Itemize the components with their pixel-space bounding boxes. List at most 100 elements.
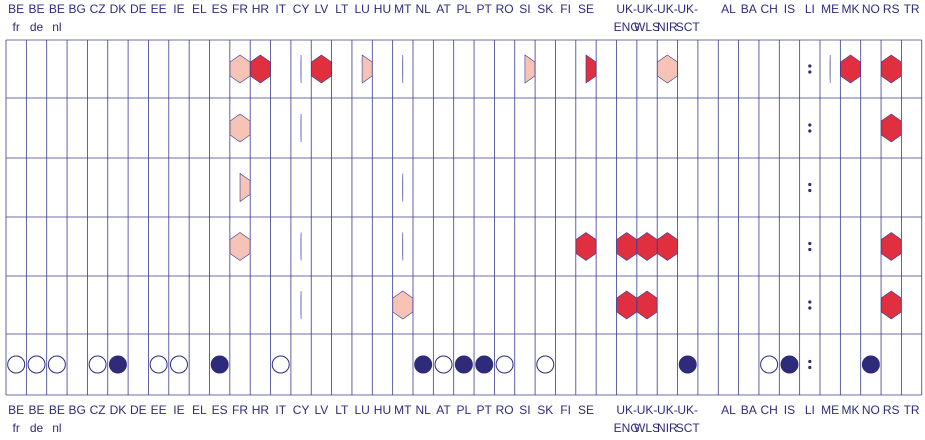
bottom-label: CZ [90, 403, 106, 417]
bottom-label: fr [13, 421, 20, 435]
dot [808, 64, 812, 68]
bottom-label: HR [252, 403, 270, 417]
bottom-label: ENG [614, 421, 640, 435]
top-label: HU [374, 2, 391, 16]
open-circle [7, 355, 26, 374]
dot [808, 182, 812, 187]
top-label: UK- [637, 2, 658, 16]
hexagon [657, 232, 678, 261]
bottom-label: NIR [657, 421, 678, 435]
bottom-label: MK [842, 403, 860, 417]
top-label: UK- [616, 2, 637, 16]
bottom-label: BE [8, 403, 24, 417]
open-circle [536, 355, 555, 374]
top-label: LU [354, 2, 369, 16]
bottom-label: AT [436, 403, 451, 417]
top-label: BG [69, 2, 86, 16]
top-label: FR [232, 2, 248, 16]
bottom-label: IE [173, 403, 184, 417]
filled-circle [108, 355, 127, 374]
bottom-label: SI [519, 403, 530, 417]
bottom-label: NO [862, 403, 880, 417]
hexagon [585, 54, 597, 84]
hexagon [392, 290, 414, 320]
top-label: ENG [614, 20, 640, 34]
bottom-label: LU [354, 403, 369, 417]
dot [808, 188, 812, 193]
top-label: BE [29, 2, 45, 16]
top-label: LT [335, 2, 349, 16]
bottom-label: UK- [657, 403, 678, 417]
top-label: IS [784, 2, 795, 16]
top-label: NL [416, 2, 432, 16]
hexagon [657, 54, 678, 84]
top-label: CH [760, 2, 777, 16]
top-label: PT [477, 2, 493, 16]
hexagon [250, 54, 271, 84]
top-label: UK- [677, 2, 698, 16]
top-label: nl [52, 20, 61, 34]
top-label: LV [315, 2, 329, 16]
open-circle [271, 355, 290, 374]
dot [808, 70, 812, 74]
filled-circle [780, 355, 799, 374]
dot [808, 300, 812, 304]
bottom-label: MT [394, 403, 412, 417]
open-circle [149, 355, 168, 374]
hexagon [636, 290, 658, 320]
top-label: IT [275, 2, 286, 16]
top-label: BE [49, 2, 65, 16]
dot [808, 247, 812, 252]
bottom-label: SK [537, 403, 553, 417]
bottom-label: BA [741, 403, 757, 417]
top-label: LI [805, 2, 815, 16]
bottom-label: SE [578, 403, 594, 417]
top-label: EE [151, 2, 167, 16]
bottom-label: ES [212, 403, 228, 417]
filled-circle [861, 355, 880, 374]
bottom-label: SCT [676, 421, 701, 435]
hexagon [229, 113, 251, 143]
top-label: fr [13, 20, 20, 34]
bottom-label: PL [457, 403, 472, 417]
top-label: AT [436, 2, 451, 16]
top-label: MT [394, 2, 412, 16]
dot [808, 123, 812, 127]
bottom-label: NL [416, 403, 432, 417]
bottom-label: BE [29, 403, 45, 417]
top-label: DK [110, 2, 127, 16]
hexagon [880, 113, 902, 143]
open-circle [27, 355, 46, 374]
bottom-label: BE [49, 403, 65, 417]
bottom-label: UK- [616, 403, 637, 417]
bottom-label: CY [293, 403, 310, 417]
bottom-label: EE [151, 403, 167, 417]
filled-circle [414, 355, 433, 374]
bottom-label: DE [130, 403, 147, 417]
dot [808, 359, 812, 364]
hexagon [616, 290, 637, 320]
top-label: CZ [90, 2, 106, 16]
dot [808, 129, 812, 133]
bottom-label: HU [374, 403, 391, 417]
top-label: de [30, 20, 44, 34]
top-label: SE [578, 2, 594, 16]
bottom-label: de [30, 421, 44, 435]
bottom-label: UK- [637, 403, 658, 417]
open-circle [434, 355, 453, 374]
filled-circle [678, 355, 697, 374]
hexagon [880, 54, 902, 84]
bottom-label: CH [760, 403, 777, 417]
open-circle [88, 355, 107, 374]
bottom-label: LV [315, 403, 329, 417]
top-label: WLS [634, 20, 660, 34]
top-label: ME [821, 2, 839, 16]
bottom-label: IT [275, 403, 286, 417]
bottom-label: AL [721, 403, 736, 417]
top-label: SCT [676, 20, 701, 34]
filled-circle [454, 355, 473, 374]
bottom-label: TR [904, 403, 920, 417]
bottom-label: IS [784, 403, 795, 417]
bottom-label: FR [232, 403, 248, 417]
